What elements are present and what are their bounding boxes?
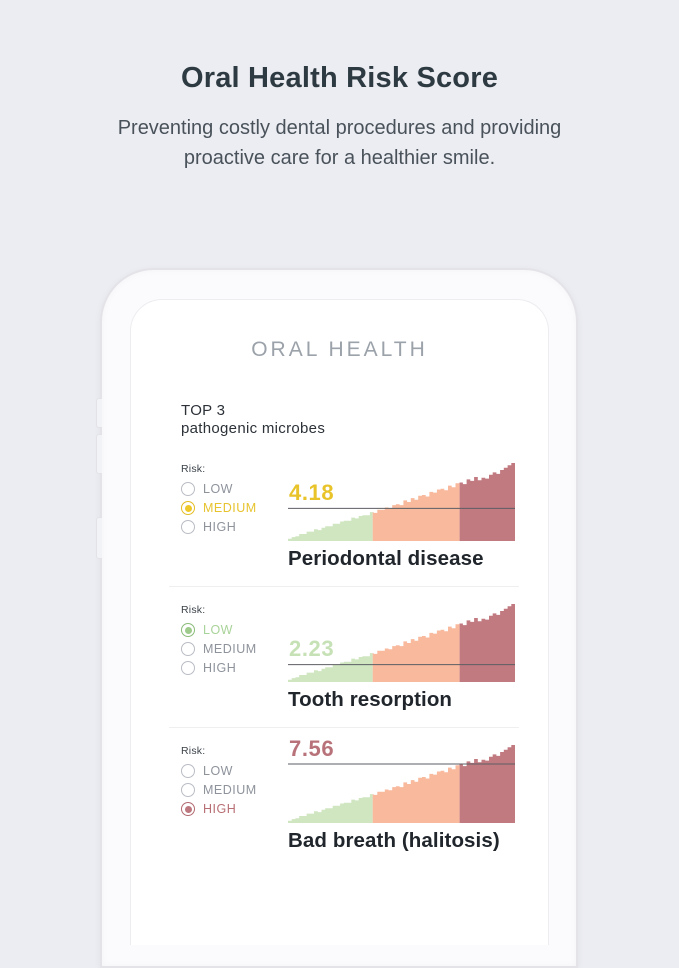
radio-selected-dot-icon (184, 504, 192, 512)
radio-label: HIGH (203, 661, 237, 676)
risk-chart: 2.23 (288, 603, 515, 682)
radio-label: MEDIUM (203, 501, 257, 516)
risk-chart: 4.18 (288, 462, 515, 541)
radio-option-low[interactable]: LOW (181, 762, 288, 781)
risk-selector: Risk: LOW MEDIUM HIGH (181, 745, 288, 819)
radio-option-low[interactable]: LOW (181, 480, 288, 499)
radio-button-icon (181, 642, 195, 657)
page-subtitle-line-2: proactive care for a healthier smile. (183, 147, 496, 169)
radio-option-medium[interactable]: MEDIUM (181, 640, 288, 659)
radio-option-low[interactable]: LOW (181, 621, 288, 640)
page-subtitle: Preventing costly dental procedures and … (0, 113, 679, 173)
chart-zone-medium (372, 764, 460, 823)
disease-title: Tooth resorption (288, 687, 453, 711)
chart-zone-low (288, 793, 373, 823)
risk-distribution-chart (288, 744, 515, 823)
risk-radio-group: LOW MEDIUM HIGH (181, 621, 288, 678)
risk-distribution-chart (288, 603, 515, 682)
radio-label: HIGH (203, 520, 237, 535)
radio-button-icon (181, 501, 195, 516)
chart-zone-medium (372, 623, 460, 682)
phone-mute-button (96, 398, 102, 428)
page-title: Oral Health Risk Score (180, 62, 499, 94)
disease-title: Bad breath (halitosis) (288, 828, 500, 852)
risk-section-periodontal-disease: Risk: LOW MEDIUM HIGH 4.18 Periodontal dis… (131, 462, 548, 571)
risk-selector: Risk: LOW MEDIUM HIGH (181, 604, 288, 678)
hero-section: Oral Health Risk Score Preventing costly… (0, 62, 679, 173)
risk-label: Risk: (181, 744, 206, 757)
page-subtitle-line-1: Preventing costly dental procedures and … (117, 117, 562, 139)
radio-button-icon (181, 783, 195, 798)
risk-distribution-chart (288, 462, 515, 541)
risk-score-value: 4.18 (289, 480, 335, 505)
radio-option-high[interactable]: HIGH (181, 659, 288, 678)
radio-button-icon (181, 802, 195, 817)
list-header-line-1: TOP 3 (181, 402, 226, 419)
phone-frame: ORAL HEALTH TOP 3 pathogenic microbes Ri… (96, 268, 578, 968)
risk-score-value: 7.56 (289, 735, 335, 761)
radio-option-medium[interactable]: MEDIUM (181, 781, 288, 800)
radio-label: LOW (203, 482, 233, 497)
section-divider (169, 726, 519, 728)
disease-title: Periodontal disease (288, 546, 484, 570)
radio-button-icon (181, 623, 195, 638)
chart-column: 2.23 Tooth resorption (288, 603, 515, 712)
risk-label: Risk: (181, 462, 206, 475)
chart-zone-low (288, 652, 373, 682)
chart-zone-high (459, 603, 515, 682)
radio-label: LOW (203, 623, 233, 638)
chart-zone-low (288, 511, 373, 541)
risk-radio-group: LOW MEDIUM HIGH (181, 762, 288, 819)
radio-label: MEDIUM (203, 642, 257, 657)
chart-zone-medium (372, 482, 460, 541)
risk-section-bad-breath: Risk: LOW MEDIUM HIGH 7.56 Bad breath (hal… (131, 737, 548, 853)
radio-option-high[interactable]: HIGH (181, 800, 288, 819)
radio-button-icon (181, 661, 195, 676)
radio-button-icon (181, 764, 195, 779)
section-divider (169, 585, 519, 587)
radio-selected-dot-icon (184, 805, 192, 813)
phone-screen: ORAL HEALTH TOP 3 pathogenic microbes Ri… (130, 299, 549, 945)
risk-label: Risk: (181, 603, 206, 616)
risk-score-value: 2.23 (289, 636, 335, 662)
chart-column: 4.18 Periodontal disease (288, 462, 515, 571)
risk-selector: Risk: LOW MEDIUM HIGH (181, 463, 288, 537)
radio-option-high[interactable]: HIGH (181, 518, 288, 537)
chart-zone-high (459, 462, 515, 541)
risk-chart: 7.56 (288, 737, 515, 823)
radio-button-icon (181, 482, 195, 497)
risk-section-tooth-resorption: Risk: LOW MEDIUM HIGH 2.23 Tooth resorptio… (131, 603, 548, 712)
radio-label: MEDIUM (203, 783, 257, 798)
radio-label: HIGH (203, 802, 237, 817)
list-header: TOP 3 pathogenic microbes (181, 402, 548, 439)
app-header-title: ORAL HEALTH (251, 338, 428, 361)
risk-radio-group: LOW MEDIUM HIGH (181, 480, 288, 537)
phone-volume-up-button (96, 434, 102, 474)
phone-volume-down-button (96, 517, 102, 559)
radio-selected-dot-icon (184, 626, 192, 634)
radio-button-icon (181, 520, 195, 535)
radio-option-medium[interactable]: MEDIUM (181, 499, 288, 518)
list-header-line-2: pathogenic microbes (181, 420, 326, 438)
radio-label: LOW (203, 764, 233, 779)
chart-column: 7.56 Bad breath (halitosis) (288, 737, 515, 853)
